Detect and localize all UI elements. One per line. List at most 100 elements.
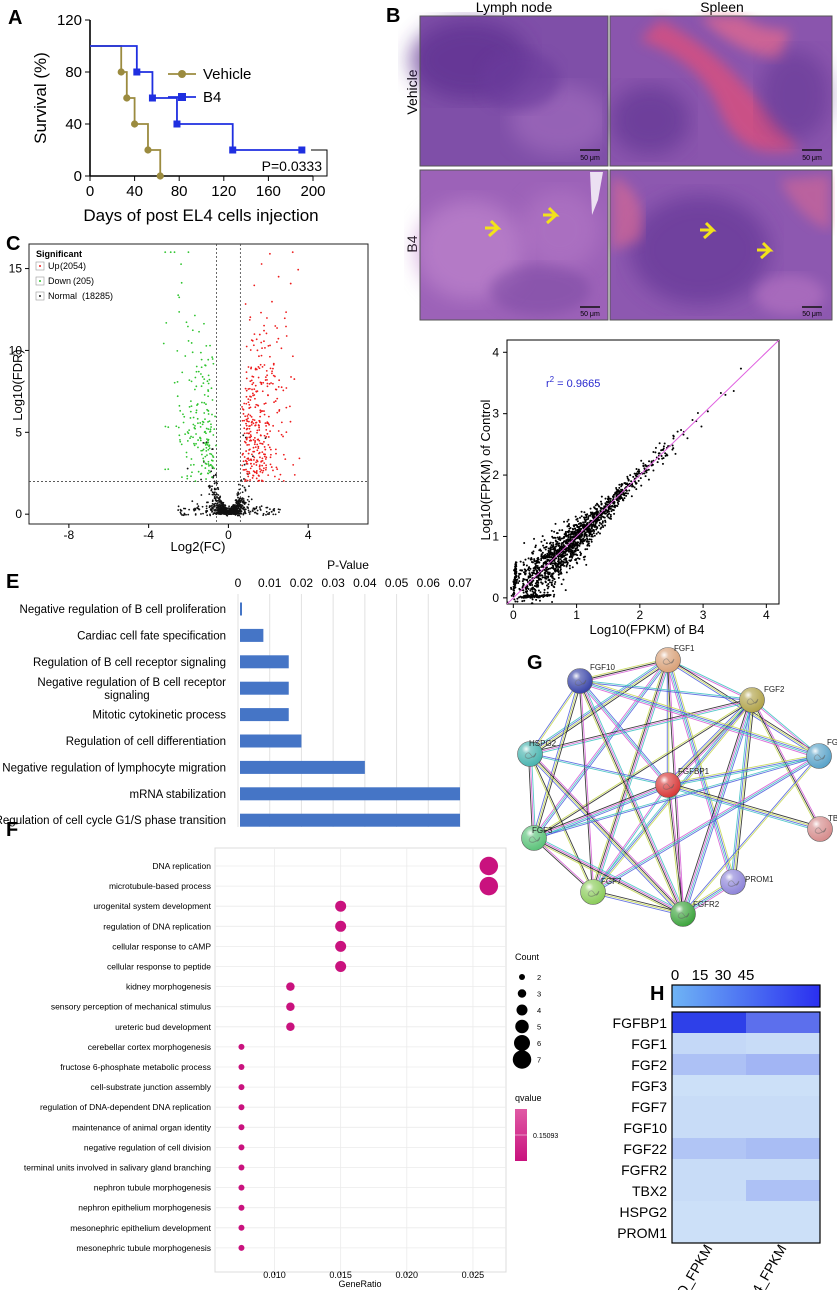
c-point-down bbox=[211, 399, 214, 401]
g-edge bbox=[534, 785, 669, 840]
f-size-legend-label: 2 bbox=[537, 973, 541, 982]
d-r2-value: = 0.9665 bbox=[554, 378, 600, 390]
c-point-normal bbox=[237, 492, 240, 495]
c-point-down bbox=[191, 471, 193, 474]
f-category-label: ureteric bud development bbox=[115, 1022, 212, 1032]
f-x-tick-label: 0.025 bbox=[462, 1270, 485, 1280]
g-edge bbox=[580, 661, 669, 683]
d-point bbox=[570, 553, 573, 556]
e-bar bbox=[240, 655, 289, 669]
e-bar bbox=[240, 708, 289, 722]
c-point-down bbox=[190, 475, 192, 478]
c-point-down bbox=[181, 371, 184, 374]
d-point bbox=[568, 544, 571, 547]
c-point-up bbox=[258, 464, 261, 467]
c-point-up bbox=[263, 329, 265, 332]
d-point bbox=[549, 548, 552, 551]
d-point bbox=[527, 576, 530, 579]
d-point bbox=[604, 502, 607, 505]
h-cell bbox=[746, 1075, 820, 1096]
d-point bbox=[582, 530, 585, 533]
c-point-up bbox=[263, 440, 265, 443]
d-point bbox=[549, 563, 552, 566]
c-point-normal bbox=[208, 505, 211, 507]
c-point-normal bbox=[243, 478, 245, 480]
c-point-up bbox=[280, 421, 283, 424]
c-point-up bbox=[258, 429, 261, 431]
c-point-down bbox=[195, 365, 198, 368]
c-point-down bbox=[169, 251, 172, 254]
d-point bbox=[592, 516, 595, 519]
f-category-label: microtubule-based process bbox=[109, 881, 211, 891]
c-point-normal bbox=[207, 485, 210, 488]
h-cell bbox=[672, 1222, 746, 1243]
c-point-down bbox=[205, 446, 208, 449]
c-point-down bbox=[203, 442, 206, 444]
d-point bbox=[547, 573, 550, 576]
d-point bbox=[582, 542, 585, 545]
c-point-up bbox=[261, 457, 264, 460]
c-point-up bbox=[265, 466, 268, 469]
g-edge bbox=[529, 753, 535, 839]
c-point-normal bbox=[240, 479, 243, 482]
a-series-line-b4 bbox=[90, 45, 302, 151]
d-point bbox=[517, 581, 520, 584]
d-point bbox=[648, 460, 651, 463]
c-point-up bbox=[251, 477, 254, 479]
h-cell bbox=[746, 1159, 820, 1180]
d-point bbox=[658, 452, 661, 455]
g-edge bbox=[666, 698, 751, 784]
c-point-up bbox=[250, 379, 253, 382]
c-point-down bbox=[195, 385, 198, 388]
c-point-up bbox=[265, 435, 268, 438]
d-point bbox=[598, 505, 601, 508]
c-point-normal bbox=[218, 506, 221, 508]
c-point-normal bbox=[211, 502, 214, 505]
d-point bbox=[539, 574, 542, 577]
c-point-down bbox=[180, 281, 183, 284]
d-point bbox=[552, 572, 555, 575]
c-point-down bbox=[189, 400, 192, 403]
d-point bbox=[634, 474, 637, 477]
c-point-normal bbox=[196, 503, 199, 505]
h-color-scale bbox=[671, 984, 821, 1008]
c-point-up bbox=[247, 398, 250, 401]
c-point-down bbox=[197, 370, 200, 373]
c-point-up bbox=[269, 448, 272, 451]
g-edge bbox=[592, 755, 820, 893]
c-point-normal bbox=[198, 508, 201, 511]
c-point-down bbox=[176, 380, 179, 383]
d-point bbox=[579, 554, 582, 557]
c-point-down bbox=[193, 426, 196, 429]
d-point bbox=[576, 554, 579, 557]
c-point-up bbox=[278, 478, 280, 481]
c-point-down bbox=[204, 418, 206, 421]
d-point bbox=[597, 531, 600, 534]
d-point bbox=[554, 567, 557, 570]
d-point bbox=[595, 518, 598, 521]
d-point bbox=[588, 538, 591, 541]
d-point bbox=[609, 515, 612, 518]
d-point bbox=[647, 468, 650, 471]
c-point-up bbox=[243, 468, 246, 471]
d-point bbox=[601, 524, 604, 527]
c-y-tick-label: 0 bbox=[15, 507, 22, 521]
scalebar-label: 50 μm bbox=[802, 155, 822, 162]
c-point-down bbox=[182, 413, 184, 416]
g-edge bbox=[579, 659, 669, 682]
d-point bbox=[534, 562, 537, 565]
d-point bbox=[568, 547, 571, 550]
d-point bbox=[590, 535, 593, 538]
c-point-down bbox=[199, 439, 202, 442]
c-point-up bbox=[245, 468, 247, 471]
d-point bbox=[607, 496, 610, 499]
c-point-normal bbox=[225, 508, 228, 510]
c-point-up bbox=[245, 402, 248, 405]
c-point-normal bbox=[252, 455, 254, 458]
c-point-up bbox=[297, 268, 300, 271]
c-point-normal bbox=[236, 494, 239, 497]
c-point-up bbox=[249, 349, 252, 351]
d-point bbox=[589, 507, 592, 510]
c-point-down bbox=[165, 321, 168, 324]
